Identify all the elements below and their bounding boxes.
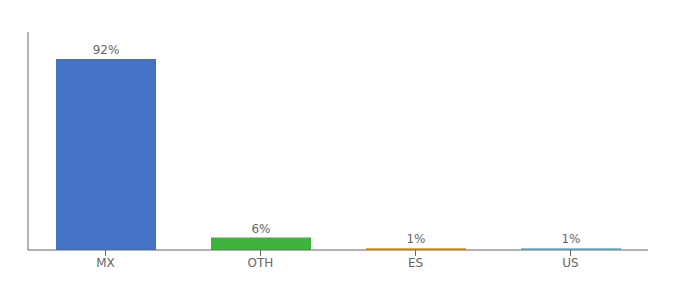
svg-text:1%: 1% xyxy=(406,232,425,246)
svg-text:US: US xyxy=(562,256,578,270)
svg-text:1%: 1% xyxy=(561,232,580,246)
svg-text:6%: 6% xyxy=(251,222,270,236)
svg-text:92%: 92% xyxy=(93,43,120,57)
svg-text:ES: ES xyxy=(408,256,423,270)
svg-text:MX: MX xyxy=(96,256,115,270)
svg-text:OTH: OTH xyxy=(248,256,274,270)
